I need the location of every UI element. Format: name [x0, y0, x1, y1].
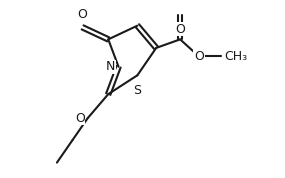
- Text: O: O: [78, 8, 87, 21]
- Text: CH₃: CH₃: [224, 50, 247, 63]
- Text: N: N: [106, 60, 115, 73]
- Text: S: S: [133, 84, 141, 97]
- Text: O: O: [175, 23, 185, 36]
- Text: O: O: [194, 50, 204, 63]
- Text: O: O: [75, 112, 85, 125]
